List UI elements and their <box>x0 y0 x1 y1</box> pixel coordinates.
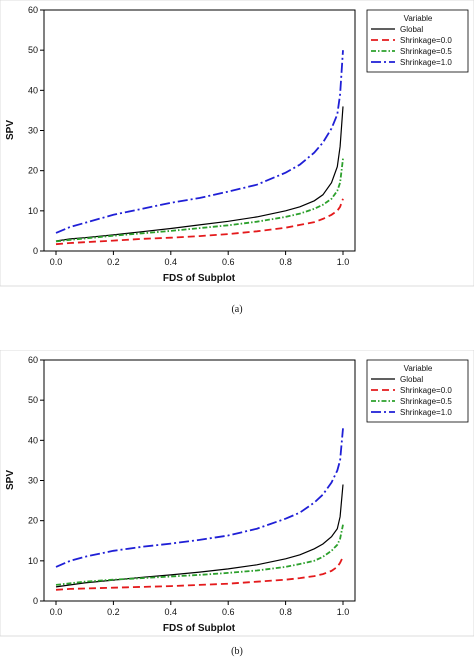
legend-box <box>366 9 469 73</box>
series-line-1 <box>55 198 344 246</box>
y-tick-label: 60 <box>28 5 38 15</box>
y-tick-label: 60 <box>28 355 38 365</box>
series-lines <box>55 50 344 246</box>
x-tick-label: 0.6 <box>222 607 235 617</box>
legend-items: Global Shrinkage=0.0 Shrinkage=0.5 Shrinkag… <box>371 25 452 67</box>
caption: (a) <box>231 304 242 315</box>
series-lines <box>55 428 344 591</box>
y-tick-label: 30 <box>28 476 38 486</box>
series-line-2 <box>55 524 344 586</box>
legend-label: Shrinkage=0.0 <box>400 36 452 45</box>
x-tick-label: 0.2 <box>107 257 120 267</box>
chart-a: 0 10 20 30 40 50 60 0.0 0.2 0.4 0.6 0.8 1.0 SPV FDS… <box>0 0 474 315</box>
y-tick-label: 10 <box>28 556 38 566</box>
y-tick-label: 40 <box>28 435 38 445</box>
y-axis-title: SPV <box>5 470 16 490</box>
x-axis-title: FDS of Subplot <box>163 273 236 284</box>
series-line-1 <box>55 556 344 591</box>
legend-label: Global <box>400 25 423 34</box>
legend-label: Shrinkage=1.0 <box>400 408 452 417</box>
y-tick-label: 20 <box>28 516 38 526</box>
legend-label: Shrinkage=0.5 <box>400 397 452 406</box>
series-line-3 <box>55 50 344 234</box>
y-tick-label: 30 <box>28 126 38 136</box>
y-tick-label: 50 <box>28 395 38 405</box>
x-tick-label: 0.4 <box>165 607 178 617</box>
series-line-2 <box>55 158 344 243</box>
legend-label: Shrinkage=0.5 <box>400 47 452 56</box>
y-tick-label: 10 <box>28 206 38 216</box>
plot-area <box>43 359 356 602</box>
y-tick-label: 50 <box>28 45 38 55</box>
y-tick-label: 0 <box>33 596 38 606</box>
y-axis-title: SPV <box>5 120 16 140</box>
x-tick-label: 0.8 <box>279 257 292 267</box>
y-tick-label: 40 <box>28 85 38 95</box>
legend: Variable Global Shrinkage=0.0 Shrinkage=0.… <box>366 359 469 423</box>
legend-label: Global <box>400 375 423 384</box>
y-tick-label: 20 <box>28 166 38 176</box>
series-line-3 <box>55 428 344 568</box>
x-ticks: 0.0 0.2 0.4 0.6 0.8 1.0 <box>50 251 350 267</box>
legend-label: Shrinkage=0.0 <box>400 386 452 395</box>
x-tick-label: 0.4 <box>165 257 178 267</box>
legend: Variable Global Shrinkage=0.0 Shrinkage=0.… <box>366 9 469 73</box>
x-tick-label: 0.0 <box>50 257 63 267</box>
legend-box <box>366 359 469 423</box>
legend-items: Global Shrinkage=0.0 Shrinkage=0.5 Shrinkag… <box>371 375 452 417</box>
legend-title: Variable <box>404 14 433 23</box>
y-ticks: 0 10 20 30 40 50 60 <box>28 5 44 256</box>
x-axis-title: FDS of Subplot <box>163 623 236 634</box>
plot-area <box>43 9 356 252</box>
x-ticks: 0.0 0.2 0.4 0.6 0.8 1.0 <box>50 601 350 617</box>
x-tick-label: 1.0 <box>337 257 350 267</box>
series-line-0 <box>55 106 344 242</box>
legend-title: Variable <box>404 364 433 373</box>
caption: (b) <box>231 646 243 657</box>
y-tick-label: 0 <box>33 246 38 256</box>
legend-label: Shrinkage=1.0 <box>400 58 452 67</box>
x-tick-label: 0.2 <box>107 607 120 617</box>
x-tick-label: 0.0 <box>50 607 63 617</box>
chart-b: 0 10 20 30 40 50 60 0.0 0.2 0.4 0.6 0.8 1.0 SPV FDS… <box>0 350 474 657</box>
x-tick-label: 0.6 <box>222 257 235 267</box>
y-ticks: 0 10 20 30 40 50 60 <box>28 355 44 606</box>
x-tick-label: 1.0 <box>337 607 350 617</box>
x-tick-label: 0.8 <box>279 607 292 617</box>
series-line-0 <box>55 484 344 588</box>
